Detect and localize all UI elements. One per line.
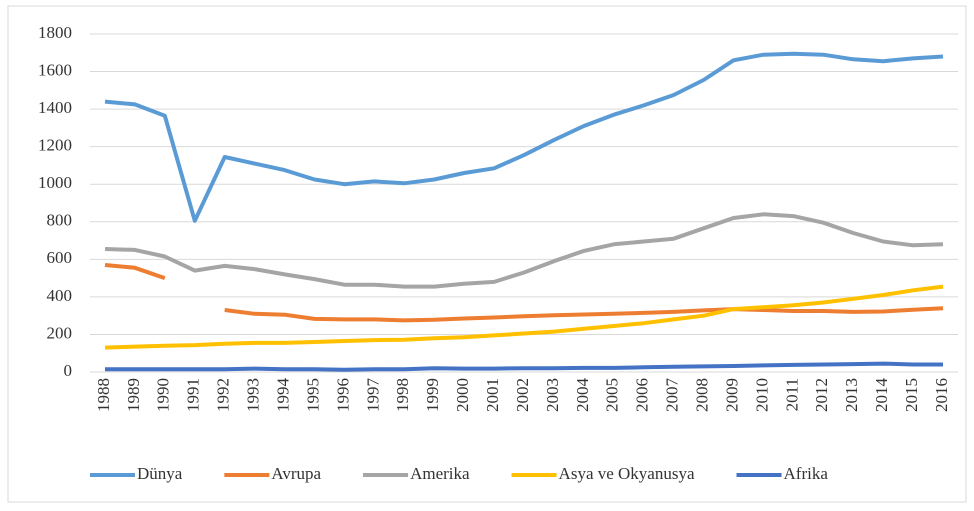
y-tick-label: 600 (47, 248, 73, 267)
x-tick-label: 2004 (573, 378, 592, 413)
legend-label: Dünya (137, 464, 183, 483)
x-tick-label: 2010 (752, 378, 771, 412)
series-line (104, 284, 944, 350)
legend-label: Amerika (410, 464, 470, 483)
x-tick-label: 2005 (603, 378, 622, 412)
x-tick-label: 2014 (872, 378, 891, 413)
x-tick-label: 2009 (722, 378, 741, 412)
legend-label: Asya ve Okyanusya (559, 464, 695, 483)
y-tick-label: 800 (47, 211, 73, 230)
x-tick-label: 2007 (663, 378, 682, 413)
x-tick-label: 2003 (543, 378, 562, 412)
y-tick-label: 400 (47, 286, 73, 305)
y-tick-label: 1200 (38, 136, 72, 155)
x-tick-label: 2001 (483, 378, 502, 412)
x-tick-label: 1997 (363, 378, 382, 413)
y-tick-label: 1800 (38, 23, 72, 42)
series-line (105, 361, 943, 372)
legend-label: Avrupa (271, 464, 321, 483)
x-tick-label: 2012 (812, 378, 831, 412)
x-tick-label: 2016 (932, 378, 951, 412)
y-tick-label: 1600 (38, 60, 72, 79)
x-tick-label: 1998 (393, 378, 412, 412)
x-tick-label: 2006 (633, 378, 652, 412)
series-line (104, 212, 944, 289)
x-tick-label: 2013 (842, 378, 861, 412)
x-tick-label: 2015 (902, 378, 921, 412)
y-tick-label: 200 (47, 323, 73, 342)
x-tick-label: 1996 (333, 378, 352, 412)
x-tick-label: 1990 (154, 378, 173, 412)
x-tick-label: 1988 (94, 378, 113, 412)
x-tick-label: 1989 (124, 378, 143, 412)
x-tick-label: 2011 (782, 378, 801, 411)
x-tick-label: 1991 (184, 378, 203, 412)
y-tick-label: 1400 (38, 98, 72, 117)
x-tick-label: 2002 (513, 378, 532, 412)
x-tick-label: 1999 (423, 378, 442, 412)
x-tick-label: 1992 (214, 378, 233, 412)
x-tick-label: 2008 (692, 378, 711, 412)
x-tick-label: 1995 (303, 378, 322, 412)
legend-label: Afrika (784, 464, 829, 483)
chart-border (7, 5, 967, 503)
series-line (104, 263, 944, 323)
x-tick-label: 2000 (453, 378, 472, 412)
y-tick-label: 0 (64, 361, 73, 380)
series-line (104, 51, 944, 223)
x-tick-label: 1993 (244, 378, 263, 412)
y-tick-label: 1000 (38, 173, 72, 192)
x-tick-label: 1994 (273, 378, 292, 413)
